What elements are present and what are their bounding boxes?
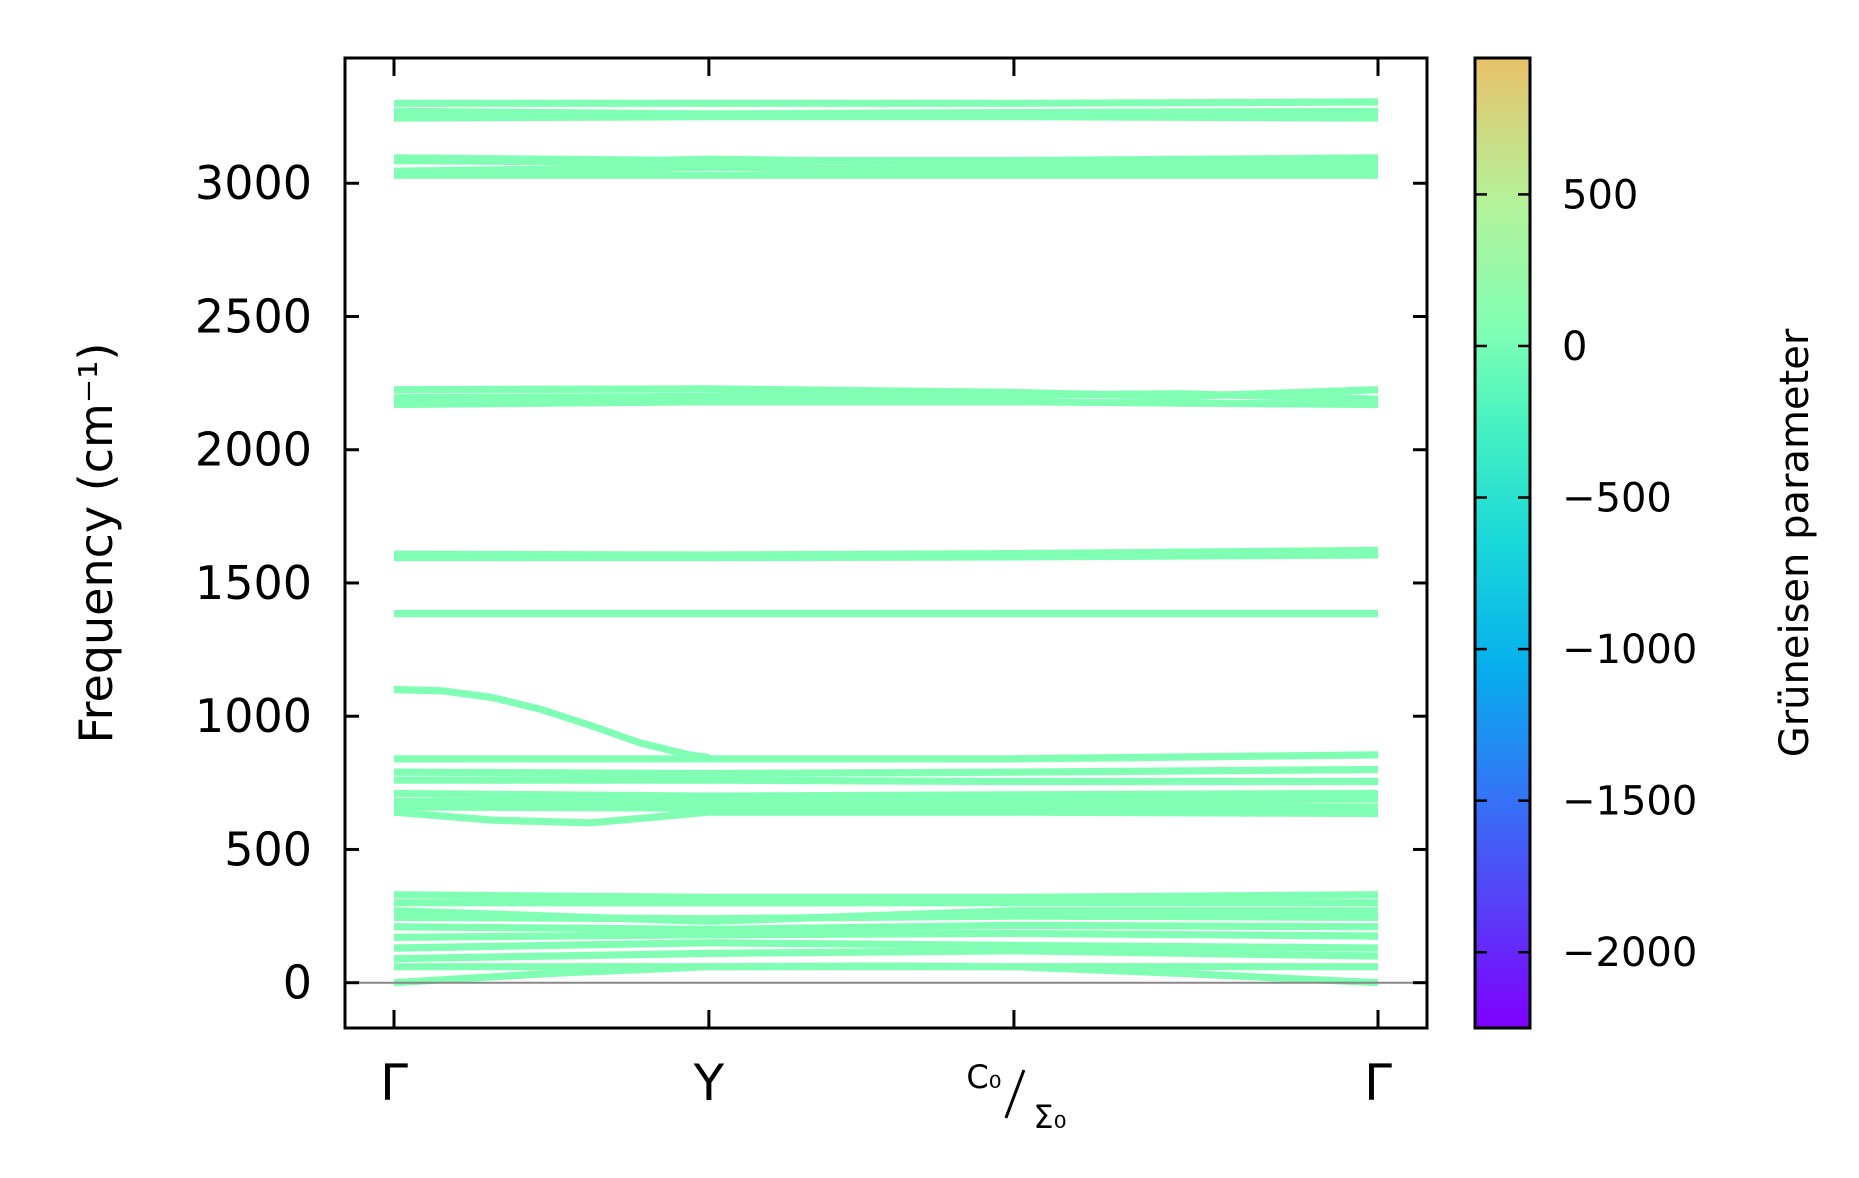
y-axis-label: Frequency (cm⁻¹): [69, 343, 123, 744]
y-tick-label: 2500: [195, 289, 312, 343]
band-line: [393, 907, 1378, 921]
colorbar-tick-label: 0: [1562, 324, 1587, 370]
band-line: [393, 765, 1379, 773]
y-tick-label: 500: [224, 822, 312, 876]
x-tick-label-slash: [1004, 1069, 1026, 1119]
band-line: [393, 385, 1379, 396]
band-line: [393, 154, 1379, 160]
x-tick-label: Γ: [380, 1054, 408, 1112]
x-tick-label: Y: [693, 1054, 725, 1112]
y-axis-ticks: 0 500 1000 1500 2000 2500 3000: [195, 156, 1427, 1010]
band-line: [393, 107, 1379, 114]
x-tick-label: Γ: [1364, 1054, 1392, 1112]
colorbar-tick-label: 500: [1562, 172, 1638, 218]
band-line: [393, 947, 1379, 959]
y-tick-label: 1500: [195, 556, 312, 610]
band-line: [394, 776, 1378, 781]
band-line: [393, 939, 1379, 948]
colorbar-tick-label: −2000: [1562, 930, 1697, 976]
x-tick-label-top: C₀: [966, 1058, 1001, 1096]
colorbar-tick-label: −1000: [1562, 627, 1697, 673]
band-line: [393, 546, 1379, 555]
colorbar-label: Grüneisen parameter: [1772, 328, 1818, 757]
colorbar-tick-label: −1500: [1562, 779, 1697, 825]
colorbar-gradient: [1473, 56, 1532, 1030]
y-tick-label: 3000: [195, 156, 312, 210]
y-tick-label: 2000: [195, 423, 312, 477]
x-tick-label-bottom: Σ₀: [1033, 1098, 1066, 1136]
band-line: [393, 921, 1379, 929]
band-line: [394, 795, 1379, 801]
band-line: [393, 685, 710, 757]
y-tick-label: 1000: [195, 689, 312, 743]
band-line: [393, 891, 1379, 897]
band-line: [394, 751, 1379, 759]
band-line: [393, 789, 1379, 796]
colorbar-ticks: 500 0 −500 −1000 −1500 −2000: [1475, 172, 1697, 976]
band-line: [393, 803, 1378, 808]
band-line: [394, 98, 1379, 103]
plot-frame: [343, 56, 1429, 1030]
band-line: [393, 163, 1379, 172]
colorbar-tick-label: −500: [1562, 476, 1672, 522]
x-axis-ticks: Γ Y C₀ Σ₀ Γ: [380, 58, 1392, 1136]
band-line: [393, 929, 1379, 937]
band-lines: [393, 98, 1379, 987]
y-tick-label: 0: [283, 956, 312, 1010]
